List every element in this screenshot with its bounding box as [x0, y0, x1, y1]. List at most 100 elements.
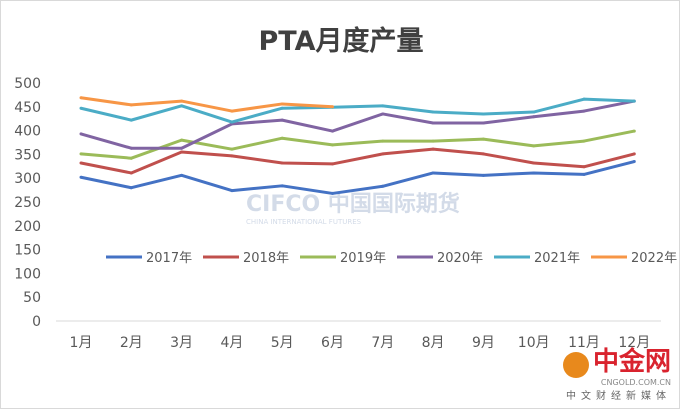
data-point: [431, 139, 435, 143]
data-point: [481, 112, 485, 116]
series-line-2020年: [80, 99, 635, 150]
data-point: [180, 99, 184, 103]
series-line-2019年: [80, 129, 635, 160]
data-point: [532, 144, 536, 148]
data-point: [230, 120, 234, 124]
data-point: [280, 184, 284, 188]
data-point: [582, 97, 586, 101]
data-point: [79, 132, 83, 136]
data-point: [230, 147, 234, 151]
series-line-2021年: [80, 97, 635, 124]
x-tick-label: 1月: [70, 335, 93, 351]
legend-label: 2020年: [437, 251, 483, 266]
data-point: [280, 102, 284, 106]
data-point: [331, 162, 334, 166]
data-point: [129, 146, 133, 150]
series-line-2022年: [80, 96, 333, 113]
logo-icon: [562, 352, 589, 378]
data-point: [79, 161, 83, 165]
data-point: [331, 191, 334, 195]
series-line-2017年: [80, 160, 635, 195]
data-point: [280, 118, 284, 122]
data-point: [431, 171, 435, 175]
data-point: [532, 115, 536, 119]
data-point: [331, 129, 334, 133]
data-point: [381, 139, 385, 143]
data-point: [582, 165, 586, 169]
y-tick-label: 350: [14, 147, 41, 163]
data-point: [331, 105, 334, 109]
x-tick-label: 4月: [220, 335, 243, 351]
legend-label: 2017年: [146, 251, 192, 266]
legend-label: 2022年: [631, 251, 677, 266]
x-tick-label: 11月: [568, 335, 600, 351]
data-point: [129, 118, 133, 122]
data-point: [230, 189, 234, 193]
y-tick-label: 300: [14, 171, 41, 187]
data-point: [280, 161, 284, 165]
data-point: [481, 152, 485, 156]
y-tick-label: 50: [23, 290, 41, 306]
data-point: [481, 121, 485, 125]
data-point: [532, 110, 536, 114]
data-point: [582, 109, 586, 113]
data-point: [129, 171, 133, 175]
x-tick-label: 5月: [271, 335, 294, 351]
data-point: [381, 184, 385, 188]
x-tick-label: 12月: [618, 335, 650, 351]
data-point: [431, 147, 435, 151]
data-point: [381, 112, 385, 116]
x-tick-label: 9月: [472, 335, 495, 351]
legend-label: 2021年: [534, 251, 580, 266]
data-point: [180, 150, 184, 154]
data-point: [79, 106, 83, 110]
y-tick-label: 400: [14, 124, 41, 140]
data-point: [230, 109, 234, 113]
data-point: [481, 173, 485, 177]
data-point: [481, 137, 485, 141]
x-tick-label: 7月: [371, 335, 394, 351]
data-point: [129, 103, 133, 107]
data-point: [79, 96, 83, 100]
series-line-2018年: [80, 147, 635, 175]
data-point: [129, 186, 133, 190]
data-point: [331, 143, 334, 147]
y-tick-label: 200: [14, 219, 41, 235]
x-tick-label: 8月: [422, 335, 445, 351]
data-point: [280, 106, 284, 110]
data-point: [180, 146, 184, 150]
data-point: [632, 129, 636, 133]
y-tick-label: 250: [14, 195, 41, 211]
data-point: [431, 110, 435, 114]
watermark: CIFCO 中国国际期货 CHINA INTERNATIONAL FUTURES: [246, 192, 460, 226]
data-point: [632, 160, 636, 164]
x-tick-label: 10月: [518, 335, 550, 351]
data-point: [180, 138, 184, 142]
y-tick-label: 100: [14, 266, 41, 282]
data-point: [632, 99, 636, 103]
data-point: [532, 171, 536, 175]
data-point: [230, 154, 234, 158]
data-point: [180, 104, 184, 108]
x-tick-label: 2月: [120, 335, 143, 351]
legend-label: 2018年: [243, 251, 289, 266]
data-point: [582, 172, 586, 176]
x-tick-label: 6月: [321, 335, 344, 351]
chart-title: PTA月度产量: [258, 26, 424, 57]
y-tick-label: 0: [32, 314, 41, 330]
data-point: [280, 136, 284, 140]
data-point: [632, 152, 636, 156]
data-point: [381, 104, 385, 108]
logo: 中金网 CNGOLD.COM.CN 中文财经新媒体: [562, 341, 671, 402]
y-tick-label: 150: [14, 243, 41, 259]
data-point: [582, 139, 586, 143]
data-point: [381, 152, 385, 156]
y-tick-label: 450: [14, 100, 41, 116]
y-tick-label: 500: [14, 76, 41, 92]
data-point: [79, 175, 83, 179]
data-point: [79, 152, 83, 156]
data-point: [129, 156, 133, 160]
x-tick-label: 3月: [170, 335, 193, 351]
